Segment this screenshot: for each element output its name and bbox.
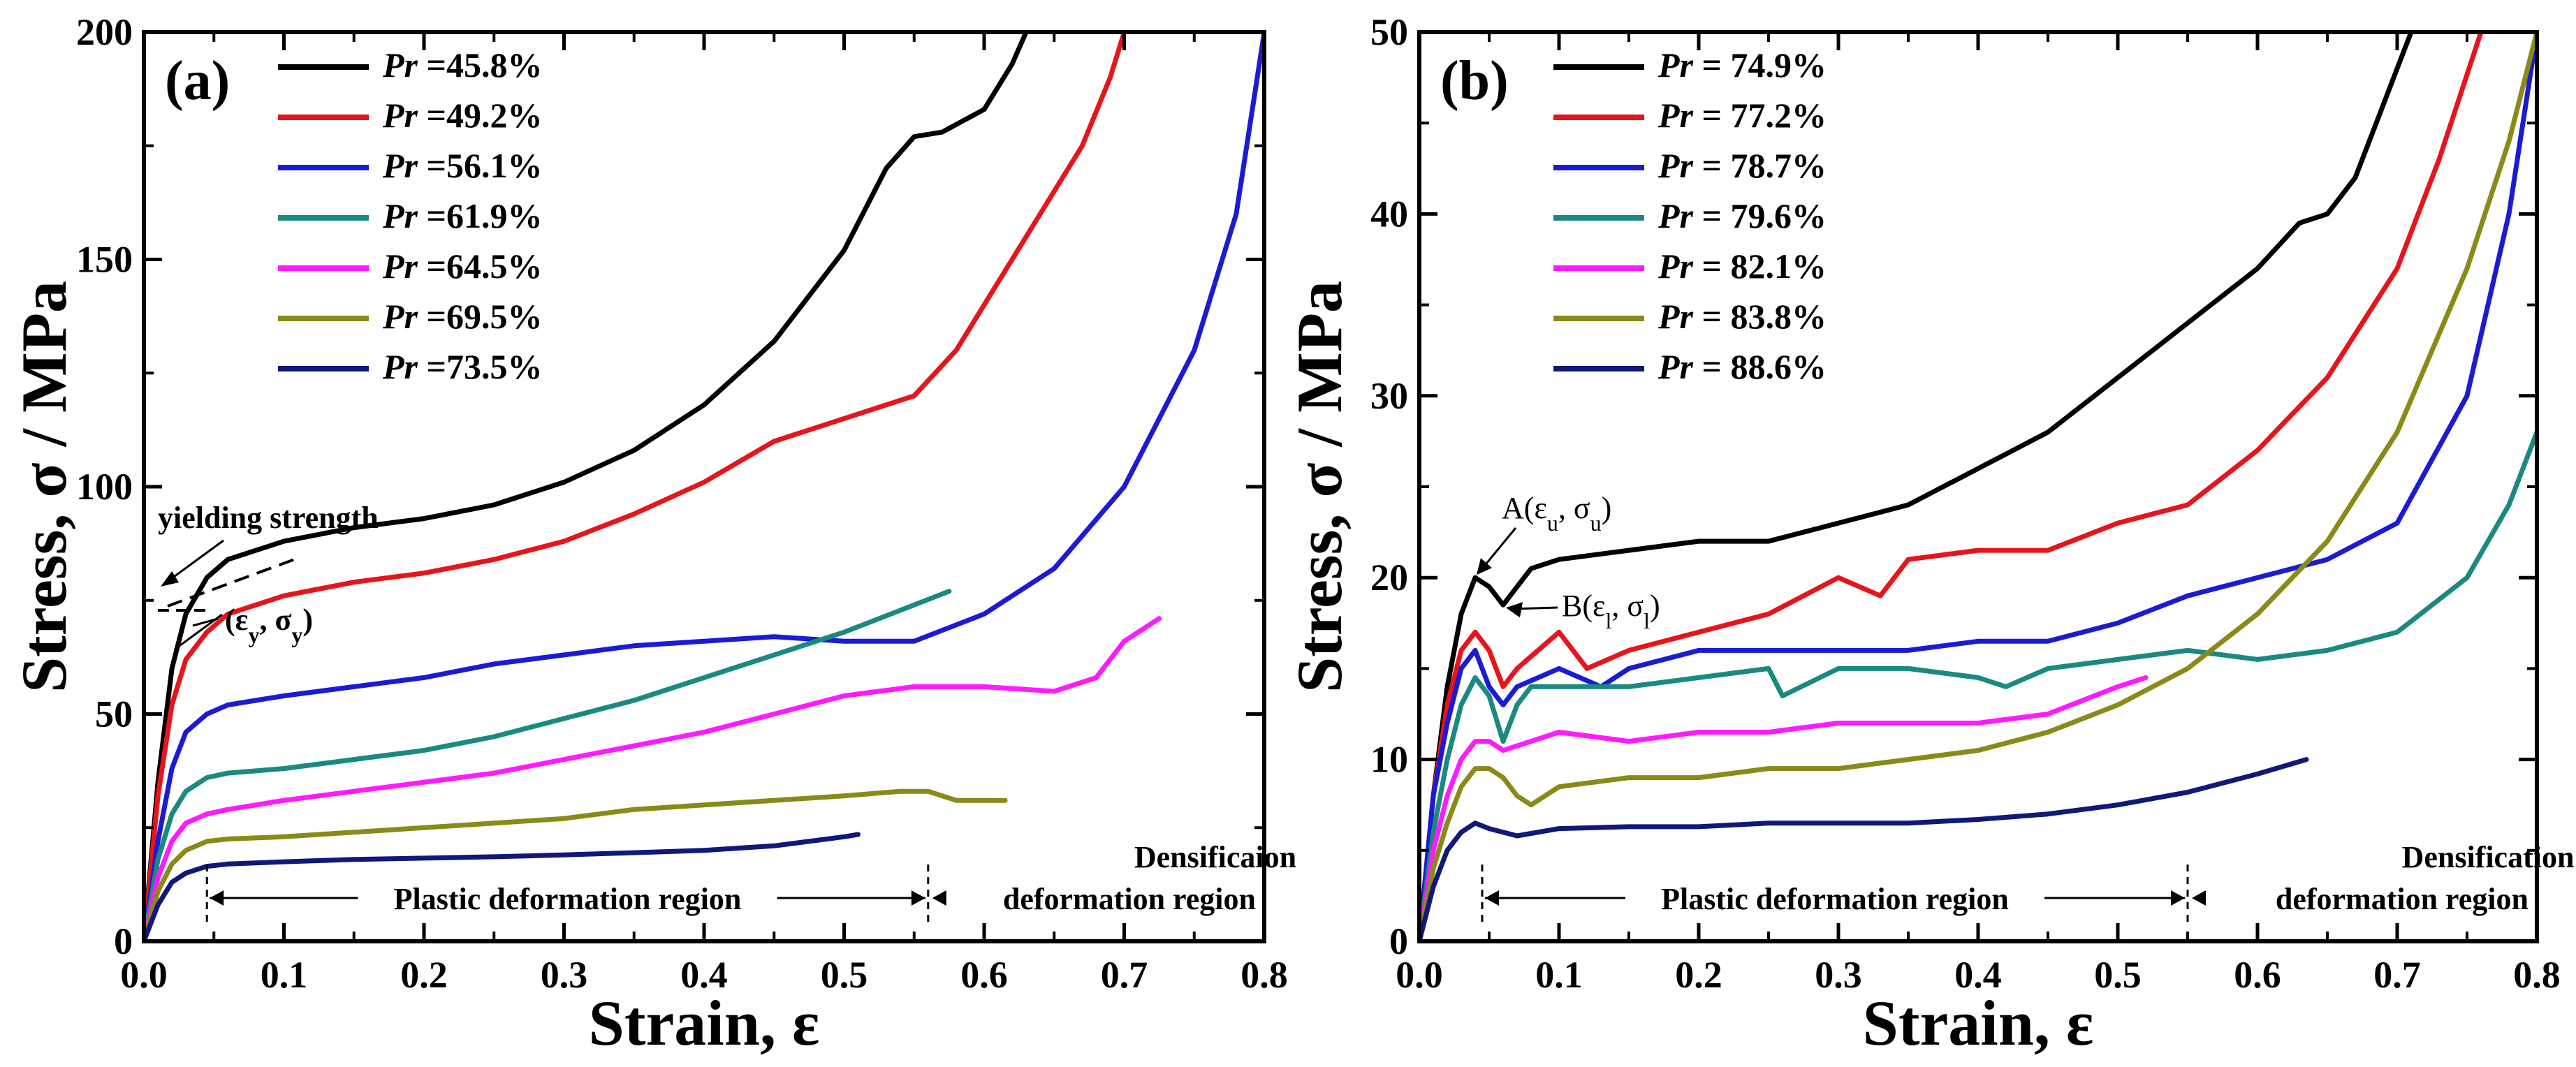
panel-b-y-tick-label: 20 — [1370, 557, 1408, 598]
panel-a-y-tick-label: 0 — [114, 920, 133, 962]
panel-a-chart: 0.0 0.1 0.2 0.3 0.4 0.5 0.6 0.7 0.8 0 50 100 150 200 S… — [8, 11, 1296, 1059]
panel-a-y-axis-title: Stress, σ / MPa — [8, 281, 80, 693]
panel-a-densification-label-line1: Densificaion — [1134, 840, 1296, 874]
panel-a-y-tick-label: 50 — [95, 693, 133, 735]
panel-a-x-tick-label: 0.6 — [960, 954, 1008, 996]
panel-b-y-tick-label: 50 — [1370, 11, 1408, 53]
panel-a-plastic-region-label: Plastic deformation region — [394, 882, 742, 916]
panel-a-x-tick-label: 0.5 — [821, 954, 868, 996]
panel-a-series-line-7 — [144, 832, 861, 941]
panel-a-yield-strength-label: yielding strength — [158, 501, 379, 535]
panel-a-x-tick-label: 0.3 — [541, 954, 588, 996]
panel-a-plastic-arrow-right-head — [911, 890, 925, 906]
panel-b-panel-label: (b) — [1440, 50, 1509, 112]
panel-b-y-tick-label: 40 — [1370, 193, 1408, 235]
panel-a-densification-arrow-head — [932, 890, 946, 906]
panel-a-yield-arrow-head — [161, 571, 179, 587]
panel-b-x-tick-label: 0.1 — [1535, 954, 1583, 996]
panel-b-plastic-arrow-left-head — [1485, 890, 1499, 906]
panel-b-legend-label-6: Pr = 83.8% — [1657, 297, 1827, 336]
panel-b-y-tick-label: 0 — [1389, 920, 1408, 962]
panel-b-series-line-7 — [1419, 757, 2309, 941]
panel-b-x-tick-label: 0.4 — [1954, 954, 2002, 996]
panel-a-x-tick-label: 0.8 — [1241, 954, 1288, 996]
panel-a-yield-arrow-line — [166, 539, 224, 584]
panel-b-point-a-arrow-head — [1477, 558, 1492, 575]
panel-b-series-line-1 — [1419, 32, 2414, 941]
panel-b-series-line-6 — [1419, 32, 2537, 941]
panel-b-point-b-arrow-head — [1506, 602, 1523, 618]
panel-a-legend-label-2: Pr =49.2% — [382, 96, 543, 135]
panel-b-series-line-2 — [1419, 32, 2484, 941]
panel-a-series-line-1 — [144, 32, 1029, 941]
panel-b-x-tick-label: 0.8 — [2513, 954, 2561, 996]
panel-b-point-a-label: A(εu, σu) — [1502, 491, 1611, 536]
panel-b-y-tick-label: 10 — [1370, 739, 1408, 781]
panel-b-densification-arrow-head — [2192, 890, 2206, 906]
panel-b-series-group — [1419, 32, 2537, 941]
panel-a-x-tick-label: 0.2 — [400, 954, 448, 996]
panel-b-x-tick-label: 0.7 — [2373, 954, 2421, 996]
panel-b-chart: 0.0 0.1 0.2 0.3 0.4 0.5 0.6 0.7 0.8 0 10 20 30 40 50 St… — [1284, 11, 2574, 1059]
panel-a-plastic-arrow-left-head — [210, 890, 224, 906]
panel-b-x-tick-label: 0.0 — [1396, 954, 1443, 996]
panel-b-plastic-arrow-right-head — [2171, 890, 2185, 906]
panel-a-series-line-5 — [144, 616, 1162, 941]
panel-a-legend-label-6: Pr =69.5% — [382, 297, 543, 336]
panel-a-legend-label-7: Pr =73.5% — [382, 347, 543, 386]
panel-a-legend-label-4: Pr =61.9% — [382, 196, 543, 235]
panel-a-x-tick-label: 0.0 — [120, 954, 168, 996]
panel-b-x-tick-label: 0.3 — [1815, 954, 1862, 996]
panel-a-legend-label-5: Pr =64.5% — [382, 246, 543, 286]
panel-a-y-tick-label: 100 — [76, 466, 133, 508]
panel-a-series-line-2 — [144, 32, 1127, 941]
panel-a-yield-point-label: (εy, σy) — [225, 603, 313, 647]
panel-b-legend-label-1: Pr = 74.9% — [1657, 45, 1827, 84]
panel-b-y-tick-label: 30 — [1370, 375, 1408, 417]
panel-a-panel-label: (a) — [165, 50, 230, 112]
panel-a-series-line-6 — [144, 788, 1008, 941]
panel-a-legend-label-3: Pr =56.1% — [382, 146, 543, 185]
panel-a-x-axis-title: Strain, ε — [589, 987, 820, 1059]
panel-b-x-tick-label: 0.6 — [2234, 954, 2281, 996]
panel-b-series-line-5 — [1419, 675, 2149, 941]
panel-a-x-tick-label: 0.1 — [261, 954, 308, 996]
panel-b-legend-label-5: Pr = 82.1% — [1657, 246, 1827, 286]
panel-a-x-tick-label: 0.4 — [680, 954, 728, 996]
panel-b-x-axis-title: Strain, ε — [1863, 987, 2094, 1059]
panel-a-series-line-4 — [144, 589, 952, 941]
panel-b-densification-label-line1: Densification — [2402, 840, 2575, 874]
panel-b-series-line-4 — [1419, 429, 2537, 941]
panel-b-legend-label-4: Pr = 79.6% — [1657, 196, 1827, 235]
panel-b-y-axis-title: Stress, σ / MPa — [1284, 281, 1355, 693]
panel-b-legend-label-7: Pr = 88.6% — [1657, 347, 1827, 386]
panel-a-y-tick-label: 150 — [76, 239, 133, 281]
panel-a-densification-label-line2: deformation region — [1003, 882, 1256, 916]
panel-a-series-group — [144, 32, 1264, 941]
panel-b-legend-label-2: Pr = 77.2% — [1657, 96, 1827, 135]
panel-b-series-line-3 — [1419, 32, 2537, 941]
panel-b-x-tick-label: 0.2 — [1675, 954, 1722, 996]
panel-b-point-b-label: B(εl, σl) — [1562, 589, 1660, 633]
panel-b-legend-label-3: Pr = 78.7% — [1657, 146, 1827, 185]
panel-a-series-line-3 — [144, 32, 1264, 941]
panel-b-x-tick-label: 0.5 — [2094, 954, 2142, 996]
panel-a-yield-point-pointer-2 — [192, 617, 219, 627]
panel-a-y-tick-label: 200 — [76, 11, 133, 53]
panel-a-x-tick-label: 0.7 — [1101, 954, 1148, 996]
panel-b-plastic-region-label: Plastic deformation region — [1661, 882, 2009, 916]
panel-b-densification-label-line2: deformation region — [2276, 882, 2529, 916]
panel-a-legend-label-1: Pr =45.8% — [382, 45, 543, 84]
